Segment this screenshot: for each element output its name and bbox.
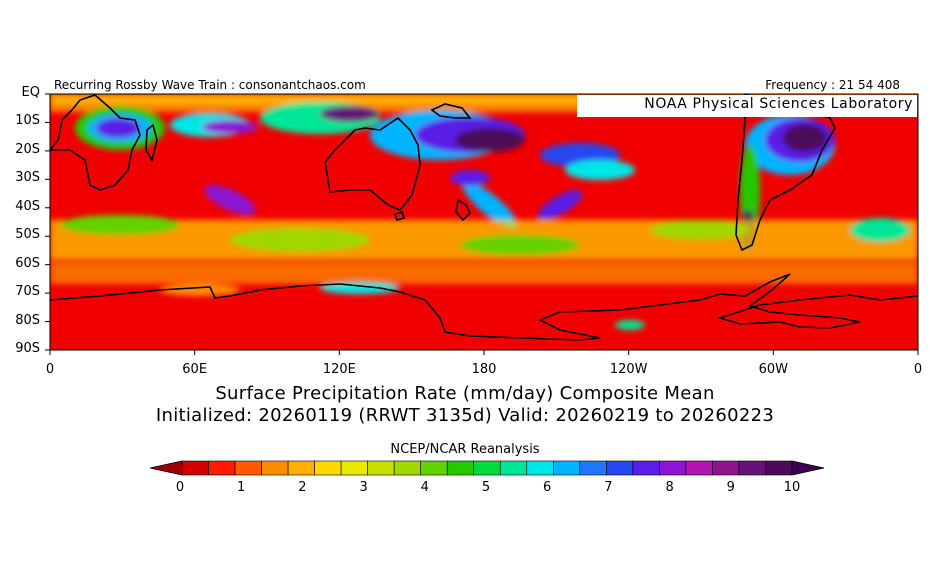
colorbar-swatch	[340, 460, 368, 476]
colorbar-tick-label: 2	[298, 480, 307, 495]
colorbar-swatch	[659, 460, 687, 476]
lat-label: 30S	[15, 170, 40, 186]
lon-label: 120W	[609, 362, 648, 377]
credit-text: Recurring Rossby Wave Train : consonantc…	[54, 78, 366, 92]
colorbar-swatch	[579, 460, 607, 476]
lat-label: 60S	[15, 255, 40, 271]
colorbar-swatch	[738, 460, 766, 476]
colorbar-tick-label: 9	[726, 480, 735, 495]
noaa-badge-text: NOAA Physical Sciences Laboratory	[644, 96, 913, 112]
colorbar-swatch	[606, 460, 634, 476]
colorbar-swatch	[712, 460, 740, 476]
lon-label: 0	[45, 362, 55, 377]
colorbar-swatch	[632, 460, 660, 476]
lat-label: 50S	[15, 227, 40, 243]
precipitation-field	[50, 94, 918, 330]
colorbar-swatch	[181, 460, 209, 476]
colorbar-tick-label: 3	[359, 480, 368, 495]
lon-label: 60W	[758, 362, 789, 377]
map-subtitle: Initialized: 20260119 (RRWT 3135d) Valid…	[155, 405, 775, 426]
lon-label: 180	[471, 362, 497, 377]
lat-label: 80S	[15, 312, 40, 328]
colorbar-tick-label: 8	[665, 480, 674, 495]
lon-label: 120E	[322, 362, 356, 377]
colorbar-tick-label: 7	[604, 480, 613, 495]
colorbar-tick-label: 6	[543, 480, 552, 495]
colorbar-swatch	[208, 460, 236, 476]
colorbar-swatch	[367, 460, 395, 476]
colorbar-swatch	[287, 460, 315, 476]
axis-ticks	[45, 93, 919, 355]
colorbar-tick-label: 0	[175, 480, 185, 495]
colorbar-swatch	[473, 460, 501, 476]
colorbar-tick-label: 4	[420, 480, 429, 495]
colorbar-swatch	[393, 460, 421, 476]
frequency-text: Frequency : 21 54 408	[765, 78, 900, 92]
lat-label: 10S	[15, 113, 40, 129]
colorbar-swatch	[526, 460, 554, 476]
colorbar-swatch	[314, 460, 342, 476]
noaa-badge: NOAA Physical Sciences Laboratory	[577, 95, 917, 117]
lat-label: 20S	[15, 141, 40, 157]
colorbar-swatch	[553, 460, 581, 476]
colorbar-tick-label: 5	[481, 480, 491, 495]
colorbar-swatch	[685, 460, 713, 476]
colorbar-arrow-low	[149, 460, 183, 476]
colorbar-tick-label: 10	[783, 480, 801, 495]
lat-label: 90S	[15, 341, 40, 356]
lon-label: 0	[913, 362, 923, 377]
lat-label: EQ	[21, 85, 40, 100]
colorbar-swatch	[420, 460, 448, 476]
colorbar-swatch	[765, 460, 793, 476]
colorbar-swatch	[234, 460, 262, 476]
lat-label: 40S	[15, 198, 40, 214]
colorbar-swatch	[499, 460, 528, 476]
colorbar	[149, 460, 825, 476]
colorbar-tick-label: 1	[237, 480, 246, 495]
map-title: Surface Precipitation Rate (mm/day) Comp…	[215, 383, 715, 404]
lat-label: 70S	[15, 284, 40, 300]
colorbar-swatch	[261, 460, 289, 476]
colorbar-swatch	[446, 460, 475, 476]
colorbar-arrow-high	[791, 460, 825, 476]
lon-label: 60E	[182, 362, 208, 377]
data-source: NCEP/NCAR Reanalysis	[390, 442, 540, 457]
